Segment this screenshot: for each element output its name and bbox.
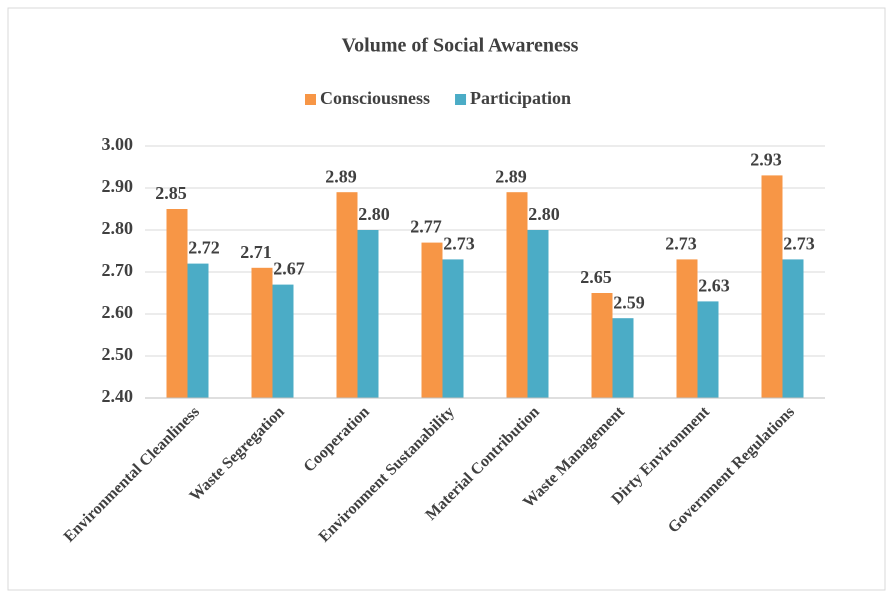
data-label: 2.73 <box>783 234 815 254</box>
bar <box>421 242 443 398</box>
bar <box>782 259 804 398</box>
data-label: 2.80 <box>358 204 390 224</box>
bar <box>357 230 379 398</box>
legend-label: Participation <box>470 88 571 108</box>
data-label: 2.65 <box>580 267 612 287</box>
bar <box>506 192 528 398</box>
legend-swatch <box>455 94 467 105</box>
data-label: 2.59 <box>613 292 645 312</box>
bar <box>676 259 698 398</box>
data-label: 2.72 <box>188 238 220 258</box>
legend-label: Consciousness <box>320 88 430 108</box>
data-label: 2.67 <box>273 259 305 279</box>
bar <box>251 267 273 398</box>
y-tick-label: 2.70 <box>102 260 134 280</box>
bar <box>442 259 464 398</box>
legend-swatch <box>305 94 316 105</box>
data-label: 2.89 <box>325 166 357 186</box>
data-label: 2.85 <box>155 183 187 203</box>
bar <box>591 293 613 398</box>
y-tick-label: 2.80 <box>102 218 134 238</box>
bar <box>697 301 719 398</box>
data-label: 2.73 <box>443 234 475 254</box>
data-label: 2.93 <box>750 150 782 170</box>
y-tick-label: 2.50 <box>102 344 134 364</box>
data-label: 2.80 <box>528 204 560 224</box>
bar <box>166 209 188 398</box>
data-label: 2.71 <box>240 242 272 262</box>
data-label: 2.73 <box>665 234 697 254</box>
bar <box>187 263 209 398</box>
y-tick-label: 3.00 <box>102 134 134 154</box>
data-label: 2.63 <box>698 276 730 296</box>
y-tick-label: 2.90 <box>102 176 134 196</box>
bar <box>272 284 294 398</box>
y-tick-label: 2.40 <box>102 386 134 406</box>
chart-title: Volume of Social Awareness <box>342 35 579 57</box>
bar <box>612 318 634 398</box>
bar <box>761 175 783 398</box>
y-tick-label: 2.60 <box>102 302 134 322</box>
data-label: 2.89 <box>495 166 527 186</box>
bar <box>527 230 549 398</box>
bar <box>336 192 358 398</box>
data-label: 2.77 <box>410 217 442 237</box>
